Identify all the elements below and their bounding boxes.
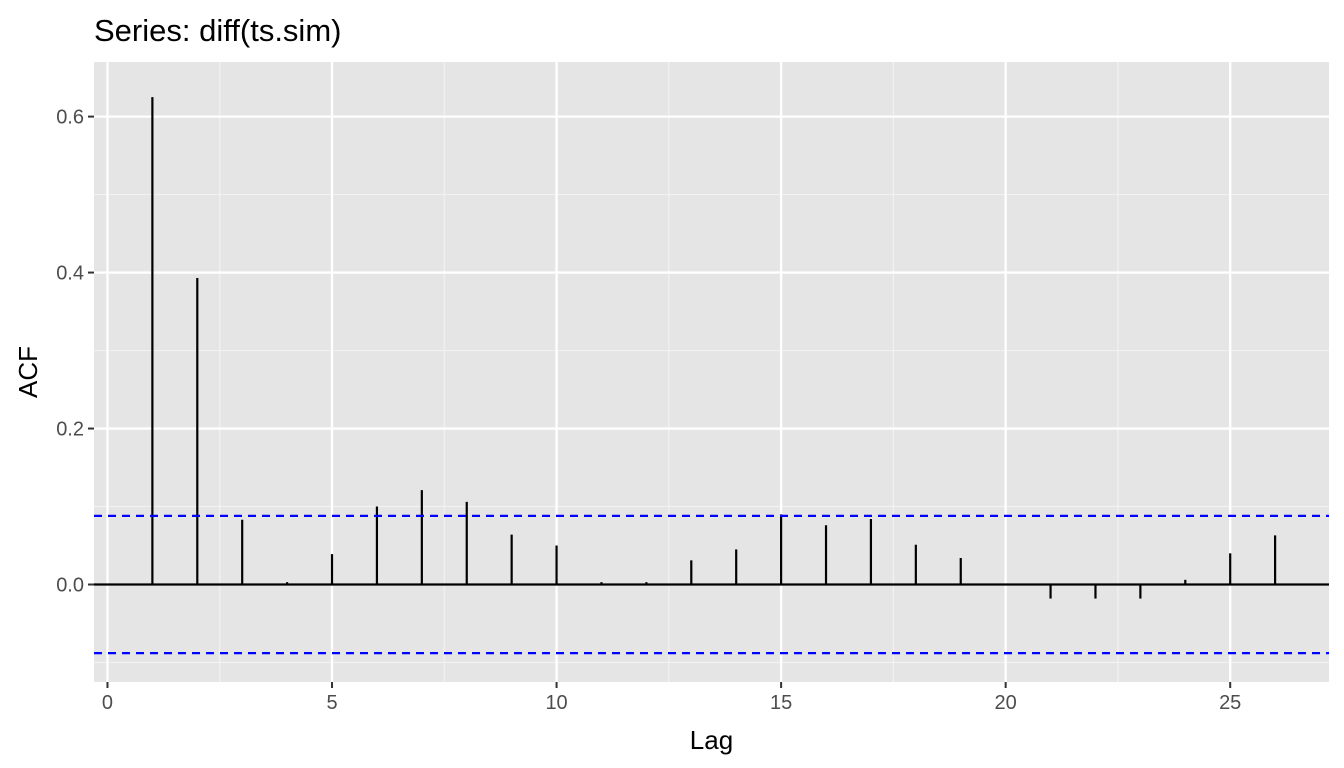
y-tick-label: 0.4 — [56, 263, 84, 285]
x-tick-label: 25 — [1219, 692, 1241, 714]
x-axis-label: Lag — [690, 725, 733, 755]
y-tick-label: 0.0 — [56, 575, 84, 597]
x-tick-label: 15 — [770, 692, 792, 714]
minor-grid — [94, 62, 1329, 682]
axis-ticks — [88, 115, 1232, 688]
plot-panel — [94, 62, 1329, 682]
y-tick-label: 0.2 — [56, 419, 84, 441]
acf-bars — [151, 97, 1277, 599]
x-tick-label: 5 — [326, 692, 337, 714]
y-tick-labels: 0.0 0.2 0.4 0.6 — [56, 107, 84, 597]
x-tick-label: 0 — [102, 692, 113, 714]
x-tick-labels: 0 5 10 15 20 25 — [102, 692, 1241, 714]
y-axis-label: ACF — [13, 346, 43, 398]
x-tick-label: 10 — [545, 692, 567, 714]
x-tick-label: 20 — [995, 692, 1017, 714]
y-tick-label: 0.6 — [56, 107, 84, 129]
chart-title: Series: diff(ts.sim) — [94, 13, 341, 48]
confidence-bands — [94, 514, 1329, 655]
